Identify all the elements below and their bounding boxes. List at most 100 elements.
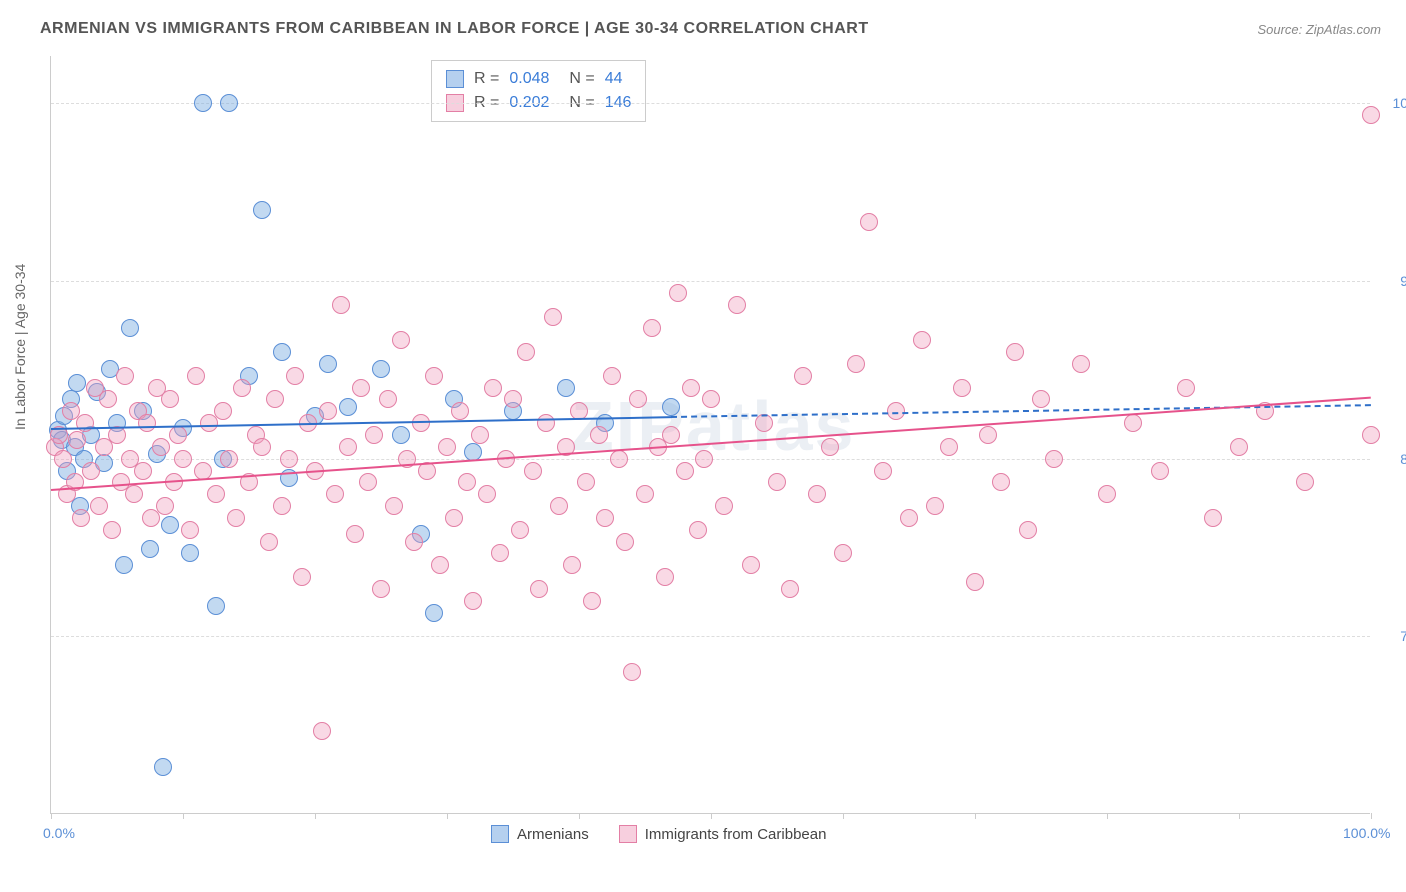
x-tick <box>579 813 580 819</box>
scatter-point <box>821 438 839 456</box>
scatter-point <box>379 390 397 408</box>
r-value: 0.048 <box>509 67 549 91</box>
scatter-point <box>953 379 971 397</box>
y-tick-label: 85.0% <box>1380 451 1406 467</box>
scatter-point <box>161 390 179 408</box>
scatter-point <box>1032 390 1050 408</box>
scatter-point <box>187 367 205 385</box>
scatter-point <box>1296 473 1314 491</box>
scatter-point <box>1098 485 1116 503</box>
scatter-point <box>293 568 311 586</box>
x-tick <box>1239 813 1240 819</box>
scatter-point <box>233 379 251 397</box>
scatter-point <box>154 758 172 776</box>
scatter-point <box>636 485 654 503</box>
scatter-point <box>1006 343 1024 361</box>
scatter-point <box>940 438 958 456</box>
scatter-point <box>174 450 192 468</box>
scatter-point <box>596 509 614 527</box>
scatter-point <box>755 414 773 432</box>
scatter-point <box>676 462 694 480</box>
scatter-point <box>332 296 350 314</box>
scatter-point <box>405 533 423 551</box>
y-tick-label: 77.5% <box>1380 628 1406 644</box>
scatter-point <box>808 485 826 503</box>
scatter-point <box>616 533 634 551</box>
scatter-point <box>253 201 271 219</box>
scatter-point <box>847 355 865 373</box>
scatter-point <box>266 390 284 408</box>
x-tick <box>315 813 316 819</box>
x-tick <box>975 813 976 819</box>
scatter-point <box>662 398 680 416</box>
scatter-point <box>392 331 410 349</box>
scatter-point <box>471 426 489 444</box>
scatter-point <box>900 509 918 527</box>
scatter-point <box>207 485 225 503</box>
scatter-point <box>1177 379 1195 397</box>
correlation-legend: R =0.048N = 44R =0.202N =146 <box>431 60 646 122</box>
x-tick <box>447 813 448 819</box>
source-attribution: Source: ZipAtlas.com <box>1257 22 1381 37</box>
scatter-point <box>286 367 304 385</box>
scatter-point <box>702 390 720 408</box>
scatter-point <box>557 379 575 397</box>
scatter-point <box>425 367 443 385</box>
x-tick <box>183 813 184 819</box>
n-label: N = <box>569 67 594 91</box>
legend-label: Immigrants from Caribbean <box>645 826 827 843</box>
scatter-point <box>134 462 152 480</box>
scatter-point <box>121 319 139 337</box>
scatter-point <box>629 390 647 408</box>
scatter-point <box>504 390 522 408</box>
scatter-point <box>372 360 390 378</box>
r-label: R = <box>474 67 499 91</box>
scatter-point <box>115 556 133 574</box>
scatter-point <box>590 426 608 444</box>
scatter-point <box>385 497 403 515</box>
scatter-point <box>90 497 108 515</box>
scatter-point <box>464 443 482 461</box>
scatter-point <box>979 426 997 444</box>
scatter-point <box>517 343 535 361</box>
scatter-point <box>491 544 509 562</box>
scatter-point <box>1362 426 1380 444</box>
scatter-point <box>412 414 430 432</box>
scatter-point <box>478 485 496 503</box>
scatter-point <box>319 355 337 373</box>
scatter-point <box>689 521 707 539</box>
scatter-point <box>425 604 443 622</box>
scatter-point <box>99 390 117 408</box>
chart-plot-area: ZIPatlas R =0.048N = 44R =0.202N =146 Ar… <box>50 56 1370 814</box>
scatter-point <box>82 462 100 480</box>
scatter-point <box>169 426 187 444</box>
scatter-point <box>141 540 159 558</box>
scatter-point <box>484 379 502 397</box>
scatter-point <box>181 521 199 539</box>
scatter-point <box>992 473 1010 491</box>
gridline <box>51 636 1370 637</box>
scatter-point <box>662 426 680 444</box>
scatter-point <box>431 556 449 574</box>
legend-swatch <box>619 825 637 843</box>
legend-item: Armenians <box>491 825 589 843</box>
scatter-point <box>253 438 271 456</box>
scatter-point <box>537 414 555 432</box>
series-legend: Armenians Immigrants from Caribbean <box>491 825 826 843</box>
scatter-point <box>860 213 878 231</box>
scatter-point <box>260 533 278 551</box>
scatter-point <box>1230 438 1248 456</box>
scatter-point <box>438 438 456 456</box>
scatter-point <box>610 450 628 468</box>
scatter-point <box>181 544 199 562</box>
scatter-point <box>530 580 548 598</box>
gridline <box>51 281 1370 282</box>
x-tick <box>1371 813 1372 819</box>
scatter-point <box>1204 509 1222 527</box>
scatter-point <box>273 343 291 361</box>
scatter-point <box>54 450 72 468</box>
scatter-point <box>392 426 410 444</box>
scatter-point <box>577 473 595 491</box>
scatter-point <box>656 568 674 586</box>
scatter-point <box>966 573 984 591</box>
